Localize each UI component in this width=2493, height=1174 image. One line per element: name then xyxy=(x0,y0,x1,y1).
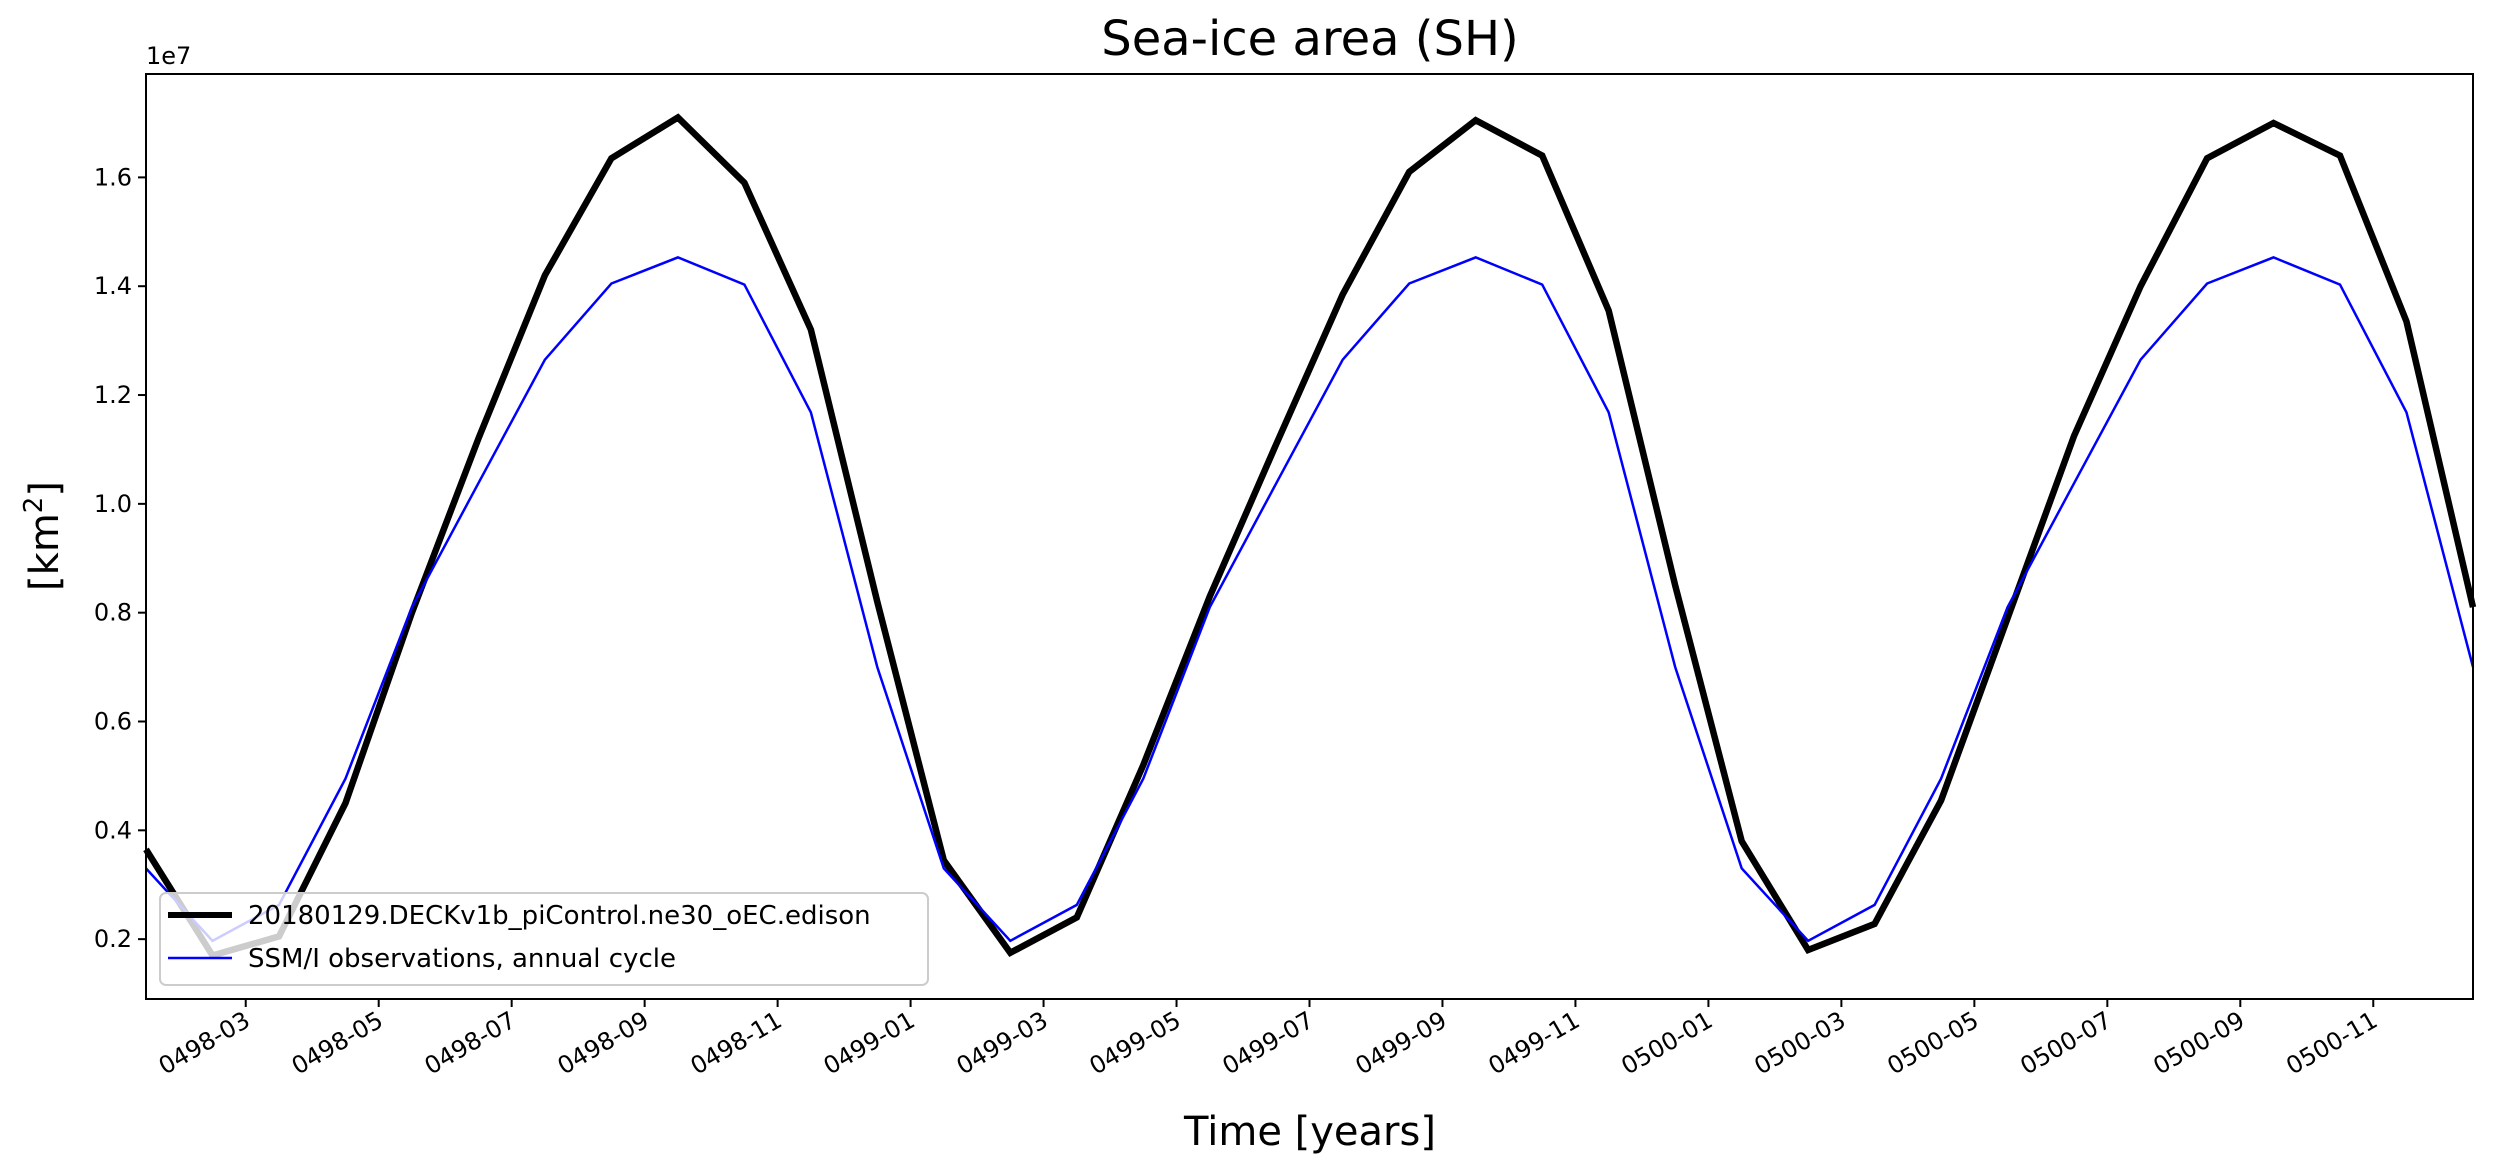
y-tick-label: 1.2 xyxy=(94,381,132,409)
x-tick-label: 0499-09 xyxy=(1351,1006,1452,1080)
x-tick-label: 0498-07 xyxy=(420,1006,521,1080)
y-tick-label: 1.6 xyxy=(94,163,132,191)
y-axis-label-superscript: 2 xyxy=(19,497,49,514)
x-tick-label: 0499-11 xyxy=(1484,1006,1585,1080)
legend: 20180129.DECKv1b_piControl.ne30_oEC.edis… xyxy=(159,892,929,986)
chart-title: Sea-ice area (SH) xyxy=(1101,11,1519,67)
legend-box xyxy=(159,892,929,986)
y-axis-label-group: [km2] xyxy=(19,481,68,591)
x-tick-label: 0500-09 xyxy=(2148,1006,2249,1080)
x-tick-label: 0500-03 xyxy=(1750,1006,1851,1080)
series-line-model xyxy=(143,113,2477,960)
y-tick-label: 0.6 xyxy=(94,708,132,736)
y-axis: 0.2 0.4 0.6 0.8 1.0 1.2 1.4 1.6 xyxy=(94,163,146,953)
x-tick-label: 0500-11 xyxy=(2281,1006,2382,1080)
y-tick-label: 0.4 xyxy=(94,816,132,844)
legend-label-observations: SSM/I observations, annual cycle xyxy=(248,944,676,974)
y-scale-label: 1e7 xyxy=(146,42,191,70)
x-tick-label: 0498-03 xyxy=(154,1006,255,1080)
x-tick-label: 0498-05 xyxy=(287,1006,388,1080)
x-tick-label: 0499-01 xyxy=(819,1006,920,1080)
y-tick-label: 0.2 xyxy=(94,925,132,953)
series-layer xyxy=(143,113,2477,960)
series-line-observations xyxy=(145,256,2475,943)
y-tick-label: 0.8 xyxy=(94,599,132,627)
x-tick-label: 0499-05 xyxy=(1085,1006,1186,1080)
x-tick-label: 0500-05 xyxy=(1883,1006,1984,1080)
plot-frame xyxy=(145,73,2474,1000)
x-tick-label: 0499-07 xyxy=(1218,1006,1319,1080)
y-axis-label-close: ] xyxy=(22,481,68,497)
x-tick-label: 0498-11 xyxy=(686,1006,787,1080)
x-tick-label: 0498-09 xyxy=(553,1006,654,1080)
legend-label-model: 20180129.DECKv1b_piControl.ne30_oEC.edis… xyxy=(248,901,871,931)
y-tick-label: 1.4 xyxy=(94,272,132,300)
x-tick-label: 0500-01 xyxy=(1617,1006,1718,1080)
x-axis-label: Time [years] xyxy=(1183,1109,1436,1155)
x-axis: 0498-03 0498-05 0498-07 0498-09 0498-11 0499-… xyxy=(154,999,2382,1080)
x-tick-label: 0500-07 xyxy=(2015,1006,2116,1080)
y-axis-label-text: [km xyxy=(22,513,68,591)
y-tick-label: 1.0 xyxy=(94,490,132,518)
y-axis-label: [km2] xyxy=(19,481,68,591)
x-tick-label: 0499-03 xyxy=(952,1006,1053,1080)
